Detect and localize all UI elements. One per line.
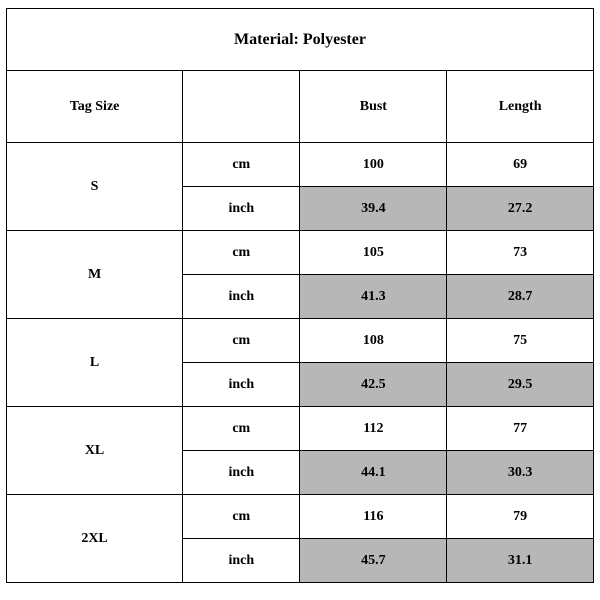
table-row: L cm 108 75: [7, 319, 594, 363]
header-row: Tag Size Bust Length: [7, 71, 594, 143]
table-row: 2XL cm 116 79: [7, 495, 594, 539]
size-chart-container: Material: Polyester Tag Size Bust Length…: [0, 0, 600, 591]
header-length: Length: [447, 71, 594, 143]
size-chart-table: Material: Polyester Tag Size Bust Length…: [6, 8, 594, 583]
length-cm: 73: [447, 231, 594, 275]
title-row: Material: Polyester: [7, 9, 594, 71]
unit-inch: inch: [183, 275, 300, 319]
length-cm: 77: [447, 407, 594, 451]
header-tag-size: Tag Size: [7, 71, 183, 143]
unit-inch: inch: [183, 451, 300, 495]
bust-inch: 41.3: [300, 275, 447, 319]
bust-cm: 105: [300, 231, 447, 275]
unit-cm: cm: [183, 407, 300, 451]
length-cm: 69: [447, 143, 594, 187]
unit-cm: cm: [183, 495, 300, 539]
unit-inch: inch: [183, 187, 300, 231]
size-label: L: [7, 319, 183, 407]
bust-cm: 100: [300, 143, 447, 187]
bust-cm: 108: [300, 319, 447, 363]
length-cm: 75: [447, 319, 594, 363]
material-title: Material: Polyester: [7, 9, 594, 71]
size-label: XL: [7, 407, 183, 495]
bust-cm: 116: [300, 495, 447, 539]
table-row: XL cm 112 77: [7, 407, 594, 451]
table-row: S cm 100 69: [7, 143, 594, 187]
length-inch: 31.1: [447, 539, 594, 583]
unit-inch: inch: [183, 539, 300, 583]
unit-cm: cm: [183, 231, 300, 275]
length-inch: 27.2: [447, 187, 594, 231]
header-unit: [183, 71, 300, 143]
size-label: M: [7, 231, 183, 319]
size-label: S: [7, 143, 183, 231]
length-inch: 30.3: [447, 451, 594, 495]
length-inch: 29.5: [447, 363, 594, 407]
unit-cm: cm: [183, 143, 300, 187]
bust-inch: 45.7: [300, 539, 447, 583]
table-row: M cm 105 73: [7, 231, 594, 275]
unit-inch: inch: [183, 363, 300, 407]
length-cm: 79: [447, 495, 594, 539]
size-label: 2XL: [7, 495, 183, 583]
length-inch: 28.7: [447, 275, 594, 319]
table-body: Material: Polyester Tag Size Bust Length…: [7, 9, 594, 583]
header-bust: Bust: [300, 71, 447, 143]
unit-cm: cm: [183, 319, 300, 363]
bust-cm: 112: [300, 407, 447, 451]
bust-inch: 42.5: [300, 363, 447, 407]
bust-inch: 44.1: [300, 451, 447, 495]
bust-inch: 39.4: [300, 187, 447, 231]
